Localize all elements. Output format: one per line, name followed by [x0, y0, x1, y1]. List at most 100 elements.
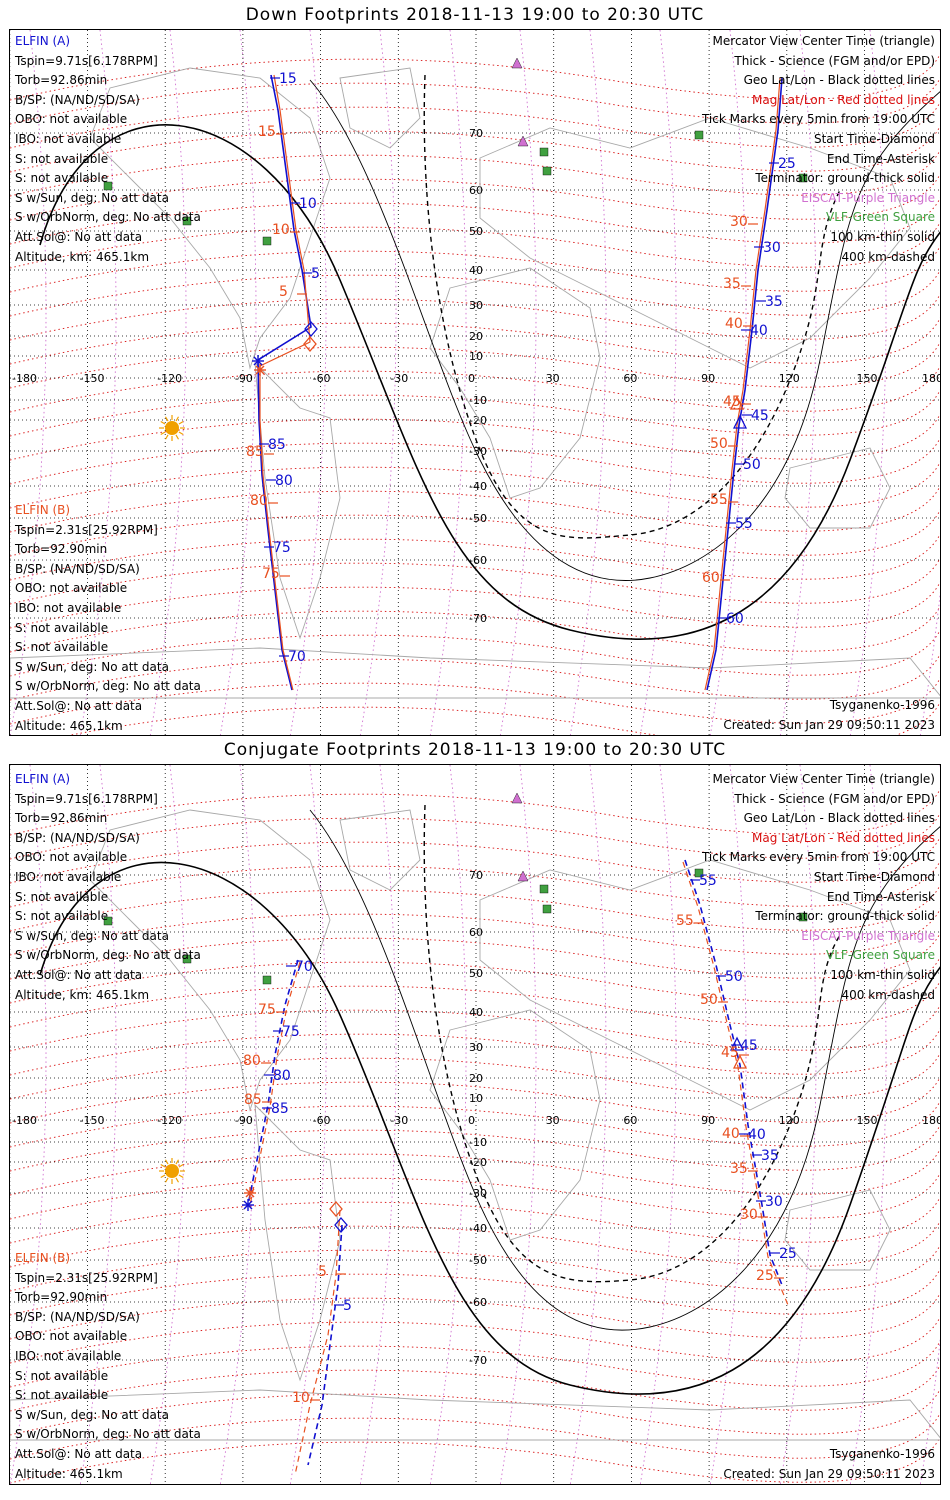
mag-lat-line [10, 1435, 940, 1484]
elfin-a-tick-label: 50 [743, 457, 761, 473]
lat-label: -20 [469, 414, 487, 427]
mag-lat-line [10, 1099, 940, 1148]
sun-ray [164, 1159, 169, 1165]
elfin-a-line: S w/Sun, deg: No att data [15, 928, 169, 943]
elfin-b-tick-label: 75 [262, 566, 280, 582]
legend-line: End Time-Asterisk [826, 889, 935, 904]
elfin-a-tick-label: 70 [295, 959, 313, 975]
elfin-b-tick-label: 45 [721, 1045, 739, 1061]
legend-line: VLF-Green Square [826, 210, 935, 225]
vlf-square-icon [182, 954, 192, 964]
legend-line: Mag Lat/Lon - Red dotted lines [751, 92, 935, 107]
elfin-a-line: Torb=92.86min [15, 811, 108, 826]
mag-lat-line [10, 787, 940, 836]
lon-label: -60 [313, 1114, 331, 1127]
elfin-a-line: Altitude, km: 465.1km [15, 987, 150, 1002]
lon-label: -120 [157, 372, 182, 385]
elfin-b-line: S: not available [15, 1388, 109, 1403]
sun-icon [165, 1164, 179, 1178]
mag-lon-line [289, 765, 327, 1484]
lat-label: -20 [469, 1156, 487, 1169]
elfin-a-line: OBO: not available [15, 850, 128, 865]
elfin-b-line: Att.Sol@: No att data [15, 1446, 143, 1461]
mag-lon-line [289, 30, 327, 735]
elfin-a-tick-label: 80 [273, 1068, 291, 1084]
elfin-a-tick-label: 25 [778, 156, 796, 172]
elfin-b-track [294, 1209, 341, 1476]
legend-line: Start Time-Diamond [813, 869, 935, 884]
vlf-square-icon [694, 130, 704, 140]
elfin-b-tick-label: 50 [710, 436, 728, 452]
mag-lon-line [149, 765, 187, 1484]
elfin-b-tick-label: 40 [722, 1126, 740, 1142]
elfin-b-track [249, 961, 301, 1206]
mag-lat-line [10, 883, 940, 932]
legend-line: 100 km-thin solid [830, 967, 935, 982]
mag-lon-line [779, 30, 817, 735]
mag-lat-line [10, 148, 940, 197]
vlf-square-icon [798, 173, 808, 183]
mag-lon-line [569, 765, 607, 1484]
elfin-a-tick-label: 75 [282, 1024, 300, 1040]
elfin-a-tick-label: 15 [279, 71, 297, 87]
mag-lat-line [10, 124, 940, 173]
elfin-a-line: S: not available [15, 889, 109, 904]
elfin-b-line: Altitude: 465.1km [15, 718, 123, 733]
terminator-100km-line [309, 809, 940, 1331]
sun-ray [160, 420, 166, 425]
elfin-a-tick-label: 40 [748, 1127, 766, 1143]
mag-lat-line [10, 859, 940, 908]
lat-label: 50 [469, 967, 483, 980]
mag-lat-line [10, 907, 940, 956]
mag-lon-line [499, 30, 537, 735]
elfin-b-line: S w/Sun, deg: No att data [15, 1407, 169, 1422]
center-time-triangle-icon [732, 414, 748, 429]
mag-lon-line [10, 765, 47, 1484]
elfin-a-info: ELFIN (A) Tspin=9.71s[6.178RPM] Torb=92.… [15, 32, 201, 267]
legend-line: Mag Lat/Lon - Red dotted lines [751, 830, 935, 845]
vlf-square-icon [262, 975, 272, 985]
elfin-a-track [307, 1224, 343, 1466]
elfin-a-tick-label: 30 [763, 240, 781, 256]
legend-line: Thick - Science (FGM and/or EPD) [734, 53, 935, 68]
elfin-b-tick-label: 80 [243, 1053, 261, 1069]
elfin-a-line: OBO: not available [15, 112, 128, 127]
lon-label: 90 [701, 1114, 715, 1127]
lat-label: 50 [469, 225, 483, 238]
elfin-b-line: OBO: not available [15, 1329, 128, 1344]
legend-line: Geo Lat/Lon - Black dotted lines [743, 73, 935, 88]
vlf-square-icon [262, 236, 272, 246]
continent-outline [339, 67, 421, 149]
elfin-b-name: ELFIN (B) [15, 1251, 71, 1265]
elfin-b-tick-label: 50 [700, 992, 718, 1008]
lat-label: -70 [469, 1354, 487, 1367]
mag-lat-line [10, 460, 940, 509]
elfin-b-line: S w/OrbNorm, deg: No att data [15, 679, 201, 694]
vlf-square-icon [798, 912, 808, 922]
sun-ray [178, 431, 184, 436]
lon-label: 90 [701, 372, 715, 385]
lon-label: -90 [235, 1114, 253, 1127]
elfin-b-tick-label: 35 [723, 276, 741, 292]
lat-label: 40 [469, 1006, 483, 1019]
elfin-b-info: ELFIN (B) Tspin=2.31s[25.92RPM] Torb=92.… [15, 1249, 201, 1484]
mag-lat-line [10, 652, 940, 701]
mag-lat-line [10, 580, 940, 629]
lon-label: -30 [390, 1114, 408, 1127]
lon-label: -90 [235, 372, 253, 385]
elfin-b-tick-label: 85 [244, 1092, 262, 1108]
lon-label: -150 [80, 1114, 105, 1127]
legend-line: Mercator View Center Time (triangle) [712, 772, 935, 786]
mag-lat-line [10, 292, 940, 341]
elfin-a-tick-label: 5 [343, 1298, 352, 1314]
lon-label: -120 [157, 1114, 182, 1127]
mag-lon-line [79, 765, 117, 1484]
mag-lat-line [10, 1075, 940, 1124]
lon-label: 30 [546, 1114, 560, 1127]
elfin-b-tick-label: 55 [710, 492, 728, 508]
mag-lat-line [10, 556, 940, 605]
end-asterisk-icon [252, 355, 264, 367]
continent-outline [254, 1103, 341, 1382]
mag-lon-line [219, 30, 257, 735]
elfin-a-tick-label: 35 [765, 294, 783, 310]
